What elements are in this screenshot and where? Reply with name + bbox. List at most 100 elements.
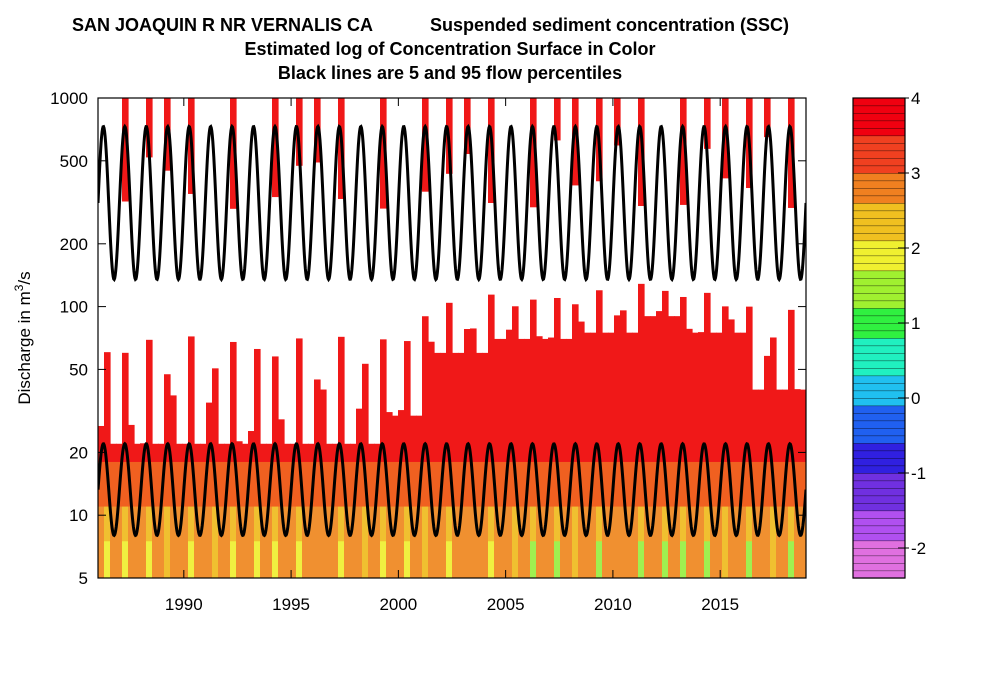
- y-axis-title: Discharge in m3/s: [12, 271, 34, 404]
- surface-cell: [554, 98, 561, 141]
- surface-cell: [530, 541, 537, 578]
- surface-cell: [548, 506, 555, 578]
- colorbar-band: [852, 345, 906, 354]
- surface-cell: [290, 506, 297, 578]
- surface-cell: [614, 506, 621, 578]
- surface-cell: [716, 506, 723, 578]
- colorbar-band: [852, 150, 906, 159]
- surface-cell: [674, 506, 681, 578]
- colorbar-band: [852, 262, 906, 272]
- surface-cell: [734, 332, 741, 578]
- colorbar-tick-label: -1: [911, 464, 926, 483]
- colorbar-band: [852, 97, 906, 107]
- surface-cell: [446, 541, 453, 578]
- surface-cell: [584, 506, 591, 578]
- colorbar-tick-label: -2: [911, 539, 926, 558]
- colorbar-band: [852, 547, 906, 557]
- surface-cell: [308, 506, 315, 578]
- colorbar-tick-label: 3: [911, 164, 920, 183]
- surface-cell: [356, 506, 363, 578]
- colorbar-band: [852, 412, 906, 422]
- surface-cell: [566, 338, 573, 578]
- surface-cell: [410, 506, 417, 578]
- surface-cell: [584, 332, 591, 578]
- colorbar-band: [852, 405, 906, 414]
- surface-cell: [494, 338, 501, 578]
- surface-cell: [536, 336, 543, 578]
- surface-cell: [368, 506, 375, 578]
- surface-cell: [122, 98, 129, 202]
- surface-cell: [530, 299, 537, 578]
- colorbar-band: [852, 255, 906, 264]
- surface-cell: [794, 506, 801, 578]
- colorbar-band: [852, 187, 906, 197]
- surface-cell: [572, 304, 579, 578]
- surface-cell: [494, 506, 501, 578]
- surface-cell: [524, 338, 531, 578]
- colorbar-band: [852, 232, 906, 242]
- surface-cell: [200, 506, 207, 578]
- colorbar-band: [852, 420, 906, 429]
- surface-cell: [746, 541, 753, 578]
- surface-cell: [620, 506, 627, 578]
- surface-cell: [698, 506, 705, 578]
- surface-cell: [488, 294, 495, 578]
- surface-cell: [788, 541, 795, 578]
- surface-cell: [770, 337, 777, 578]
- surface-cell: [278, 506, 285, 578]
- surface-cell: [392, 506, 399, 578]
- surface-cell: [722, 506, 729, 578]
- surface-cell: [140, 506, 147, 578]
- surface-cell: [302, 506, 309, 578]
- y-tick-label: 100: [60, 298, 88, 317]
- colorbar-band: [852, 240, 906, 249]
- colorbar-band: [852, 180, 906, 189]
- colorbar-band: [852, 322, 906, 332]
- colorbar-band: [852, 135, 906, 144]
- surface-cell: [638, 541, 645, 578]
- colorbar-band: [852, 202, 906, 212]
- surface-cell: [446, 302, 453, 578]
- surface-cell: [668, 316, 675, 578]
- colorbar-band: [852, 397, 906, 407]
- surface-cell: [632, 506, 639, 578]
- surface-cell: [650, 506, 657, 578]
- surface-cell: [242, 506, 249, 578]
- colorbar-band: [852, 247, 906, 257]
- surface-cell: [542, 338, 549, 578]
- colorbar-band: [852, 517, 906, 527]
- surface-cell: [422, 506, 429, 578]
- colorbar-band: [852, 195, 906, 204]
- surface-cell: [578, 321, 585, 578]
- colorbar-tick-label: 1: [911, 314, 920, 333]
- x-axis: 1990 1995 2000 2005 2010 2015: [165, 98, 739, 614]
- surface-cell: [176, 506, 183, 578]
- colorbar-frame: [852, 97, 906, 579]
- y-tick-label: 10: [69, 506, 88, 525]
- colorbar-band: [852, 270, 906, 279]
- surface-cell: [650, 316, 657, 578]
- surface-cell: [122, 541, 129, 578]
- colorbar-band: [852, 502, 906, 512]
- surface-cell: [206, 506, 213, 578]
- surface-cell: [296, 541, 303, 578]
- colorbar-band: [852, 105, 906, 114]
- surface-cell: [662, 290, 669, 578]
- surface-cell: [680, 98, 687, 205]
- surface-cell: [758, 506, 765, 578]
- colorbar-band: [852, 435, 906, 444]
- surface-cell: [350, 506, 357, 578]
- colorbar-band: [852, 562, 906, 572]
- colorbar-band: [852, 127, 906, 137]
- surface-cell: [362, 506, 369, 578]
- surface-cell: [164, 506, 171, 578]
- surface-cell: [500, 338, 507, 578]
- surface-cell: [224, 506, 231, 578]
- surface-cell: [476, 506, 483, 578]
- surface-cell: [662, 541, 669, 578]
- surface-cell: [482, 506, 489, 578]
- colorbar-band: [852, 292, 906, 302]
- surface-cell: [314, 506, 321, 578]
- surface-cell: [380, 98, 387, 209]
- surface-cell: [512, 306, 519, 578]
